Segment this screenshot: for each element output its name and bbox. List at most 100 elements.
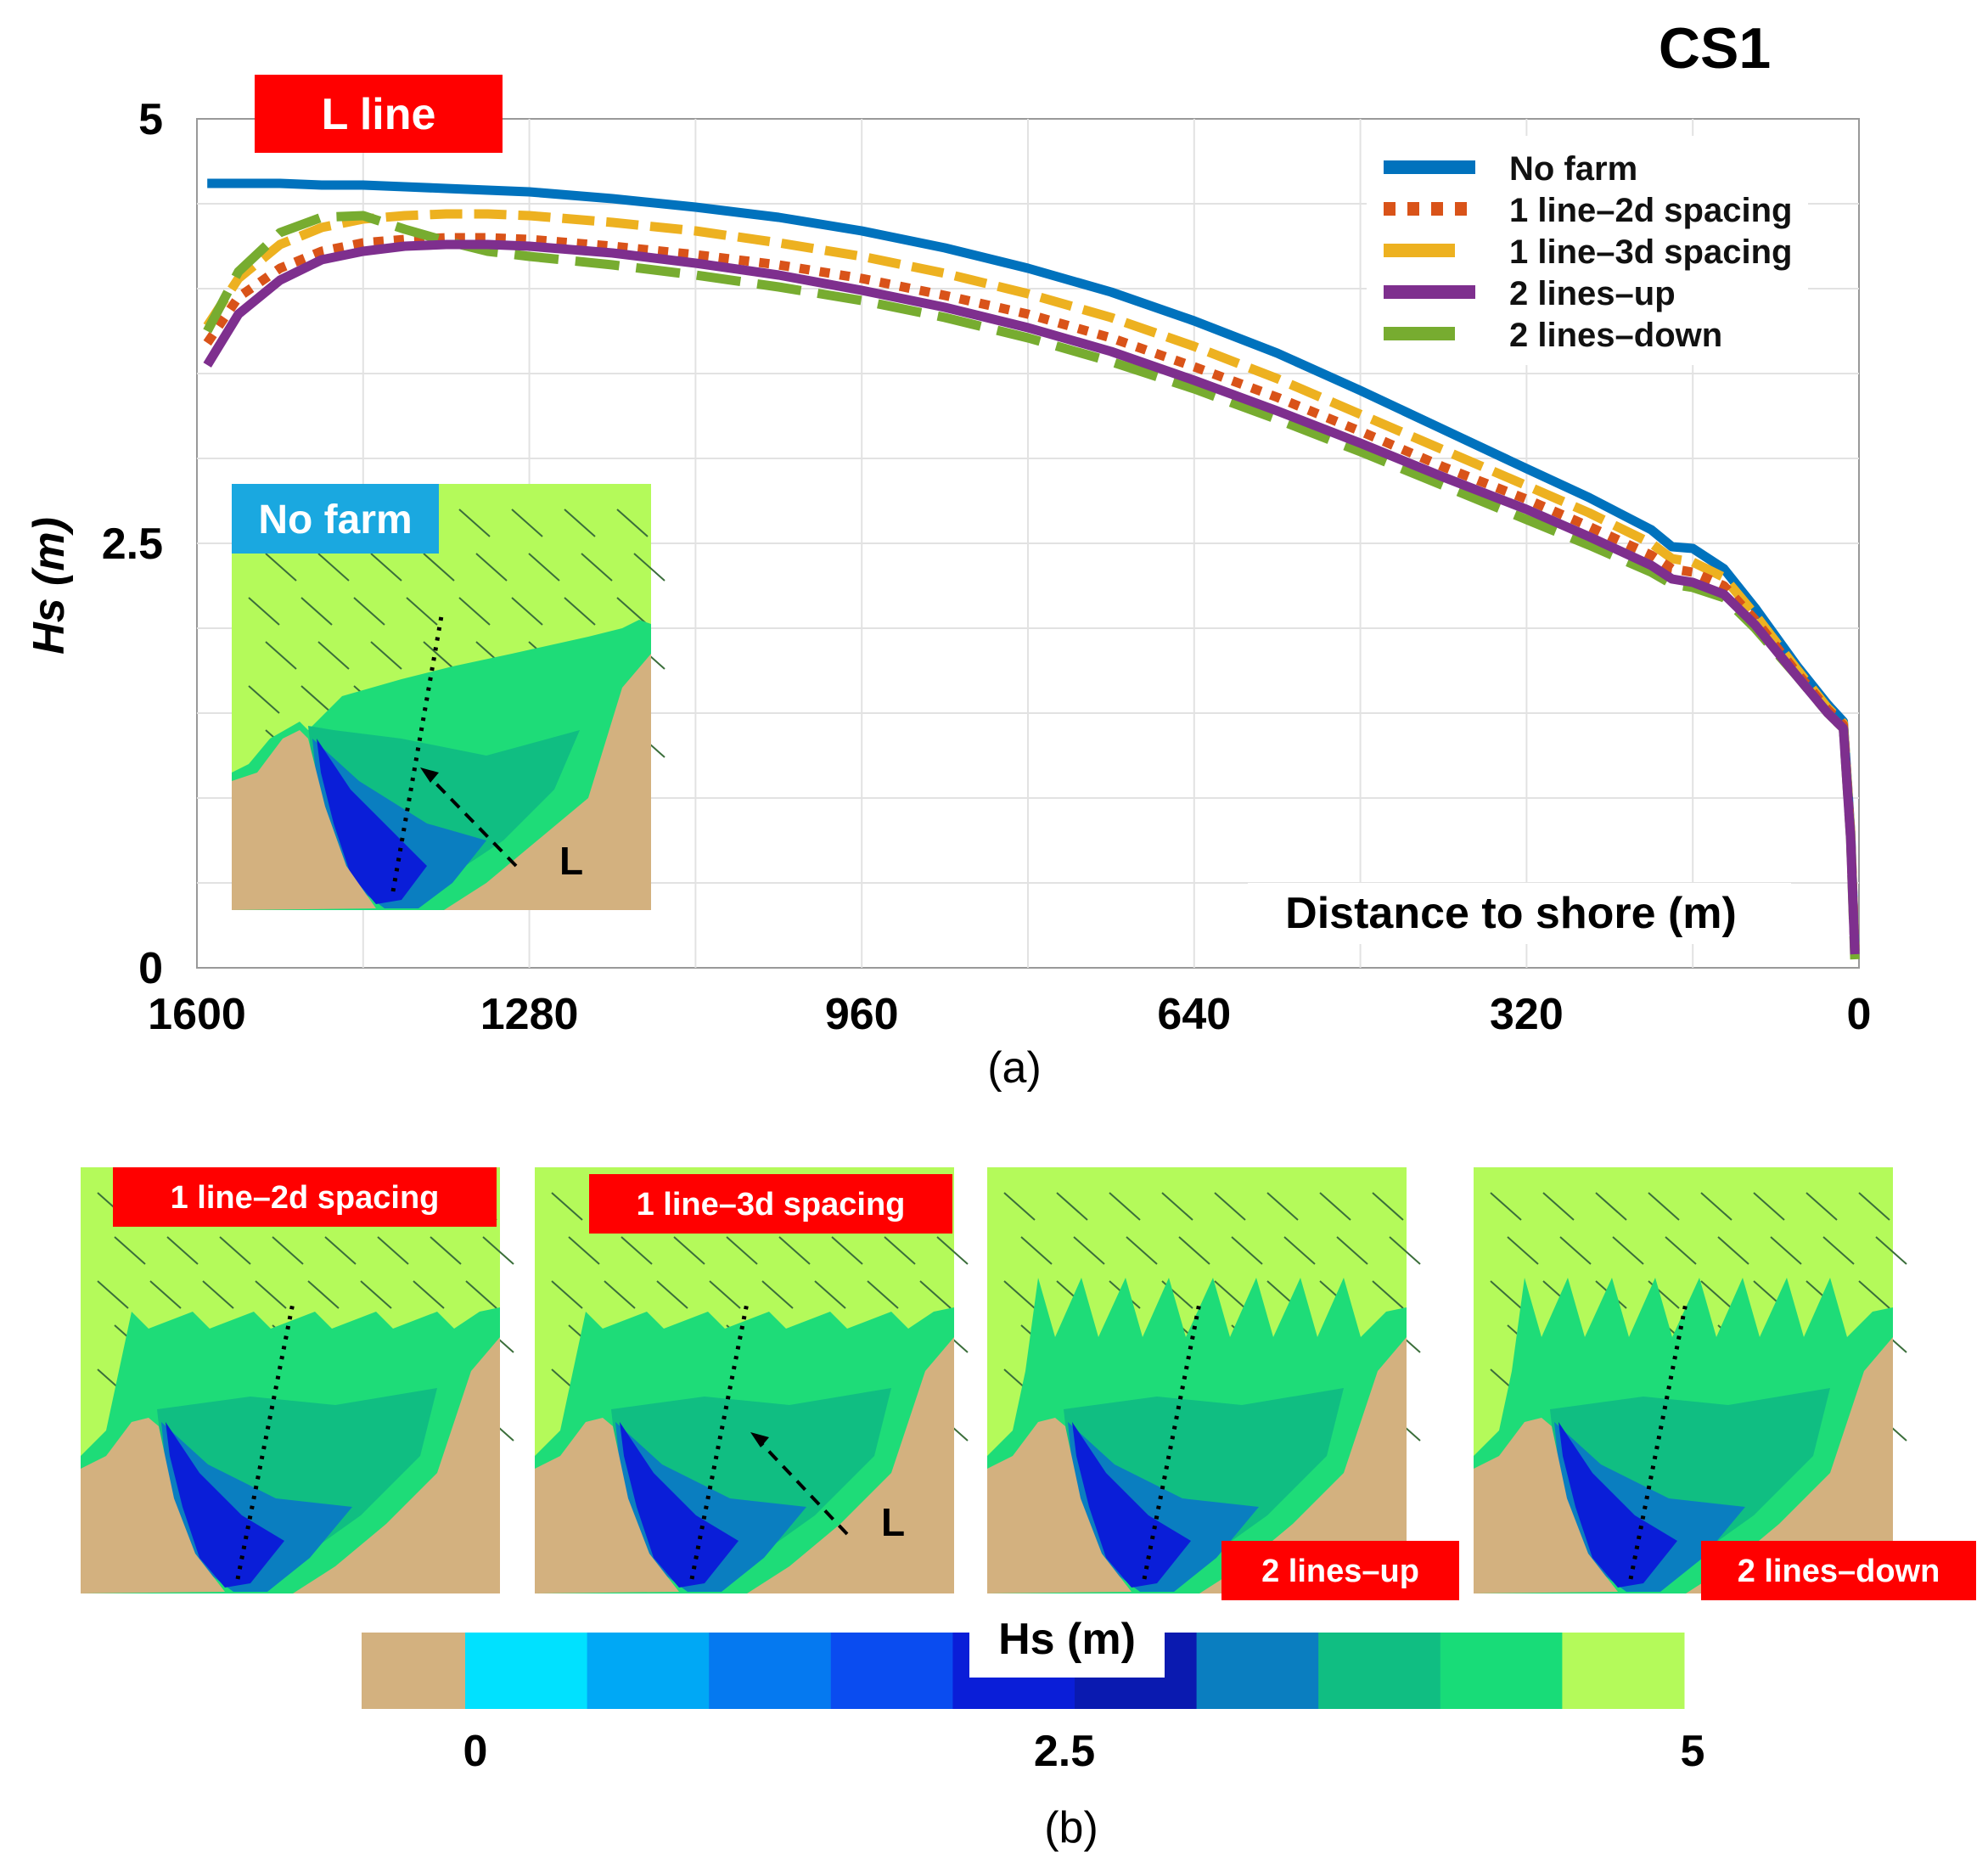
inset-l-label: L <box>559 839 583 883</box>
series-line-3 <box>203 239 1860 955</box>
wave-arrow <box>300 685 333 714</box>
map-label-bg <box>1701 1541 1976 1600</box>
map-land-left <box>535 1418 679 1593</box>
wave-arrow <box>475 553 508 582</box>
wave-arrow <box>317 553 350 582</box>
wave-arrow <box>1003 1280 1036 1309</box>
wave-arrow <box>1178 1236 1210 1265</box>
wave-arrow <box>430 1236 462 1265</box>
map-label: 1 line–2d spacing <box>171 1180 440 1216</box>
wave-arrow <box>255 1280 287 1309</box>
colorbar-segment-0 <box>465 1633 588 1709</box>
x-tick-label: 960 <box>825 990 899 1039</box>
colorbar-tick-0: 0 <box>463 1727 488 1776</box>
wave-arrow <box>564 597 596 626</box>
map-direction-arrow <box>755 1437 849 1536</box>
x-tick-label: 1600 <box>148 990 246 1039</box>
legend-label: 1 line–3d spacing <box>1509 233 1792 271</box>
wave-arrow <box>528 553 560 582</box>
wave-arrow <box>377 1236 409 1265</box>
wave-arrow <box>604 1280 636 1309</box>
legend-label: No farm <box>1509 150 1637 188</box>
colorbar-segment-1 <box>587 1633 710 1709</box>
wave-arrow <box>1490 1280 1522 1309</box>
map-label-bg <box>589 1174 952 1234</box>
panel-a-label: (a) <box>987 1043 1042 1093</box>
wave-arrow <box>511 509 543 537</box>
wave-arrow <box>458 509 491 537</box>
y-tick-label: 5 <box>138 95 163 144</box>
inset-map-no-farm: L No farm <box>232 484 665 910</box>
wave-arrow <box>423 641 455 670</box>
inset-bay-deepest <box>317 739 427 904</box>
wave-arrow <box>317 641 350 670</box>
map-zone-deepest <box>1558 1422 1677 1588</box>
wave-arrow <box>1507 1236 1539 1265</box>
colorbar-title: Hs (m) <box>998 1615 1136 1664</box>
wave-arrow <box>709 1280 741 1309</box>
colorbar-segment-7 <box>1318 1633 1441 1709</box>
map-land-left <box>1474 1418 1618 1593</box>
wave-arrow <box>936 1236 969 1265</box>
x-tick-labels: 1600 1280 960 640 320 0 <box>148 990 1871 1039</box>
wave-arrow <box>621 1236 653 1265</box>
wave-arrow <box>568 1236 600 1265</box>
wave-arrow <box>1372 1280 1404 1309</box>
map-land-right <box>293 1337 500 1593</box>
wave-arrow <box>1822 1236 1855 1265</box>
series-line-2 <box>203 209 1860 952</box>
wave-arrow <box>1073 1236 1105 1265</box>
wave-arrow <box>1126 1236 1158 1265</box>
wave-arrow <box>1372 1192 1404 1221</box>
colorbar-title-bg <box>969 1605 1165 1678</box>
legend-label: 1 line–2d spacing <box>1509 192 1792 229</box>
y-tick-label: 0 <box>138 944 163 993</box>
colorbar-segment-8 <box>1440 1633 1563 1709</box>
wave-arrow <box>616 509 649 537</box>
wave-arrow <box>1231 1236 1263 1265</box>
wave-arrow <box>97 1280 129 1309</box>
wave-arrow <box>265 641 297 670</box>
wave-arrow <box>673 1236 705 1265</box>
wave-arrow <box>202 1280 234 1309</box>
wave-arrow <box>551 1280 583 1309</box>
inset-direction-arrow <box>425 773 518 868</box>
wave-arrow <box>1214 1192 1246 1221</box>
y-axis-label-text: Hs (m) <box>25 517 74 655</box>
wave-arrow <box>656 1280 688 1309</box>
colorbar-tick-2-5: 2.5 <box>1034 1727 1095 1776</box>
legend-label: 2 lines–down <box>1509 317 1722 354</box>
x-tick-label: 320 <box>1490 990 1564 1039</box>
map-panel-2: 2 lines–up <box>987 1167 1459 1600</box>
wave-arrow <box>149 1280 182 1309</box>
x-tick-label: 0 <box>1847 990 1872 1039</box>
legend-label: 2 lines–up <box>1509 275 1676 312</box>
series-layer <box>203 178 1860 960</box>
wave-arrow <box>726 1236 758 1265</box>
map-zone-deepest <box>166 1422 284 1588</box>
x-tick-label: 640 <box>1157 990 1231 1039</box>
wave-arrow <box>1542 1192 1575 1221</box>
y-tick-labels: 02.55 <box>102 95 163 993</box>
wave-arrow <box>265 553 297 582</box>
map-panel-0: 1 line–2d spacing <box>81 1167 514 1593</box>
map-land-right <box>747 1337 954 1593</box>
colorbar-segment-9 <box>1562 1633 1685 1709</box>
wave-arrow <box>465 1280 497 1309</box>
wave-arrow <box>919 1280 952 1309</box>
wave-arrow <box>581 553 613 582</box>
map-l-transect <box>1142 1302 1202 1580</box>
wave-arrow <box>616 597 649 626</box>
wave-arrow <box>1319 1192 1351 1221</box>
map-label: 2 lines–down <box>1738 1554 1940 1589</box>
wave-arrow <box>1020 1236 1053 1265</box>
inset-land-left <box>232 730 376 910</box>
inset-label: No farm <box>258 497 412 542</box>
wave-arrow <box>1717 1236 1749 1265</box>
wave-arrow <box>778 1236 811 1265</box>
x-axis-label: Distance to shore (m) <box>1285 889 1737 938</box>
wave-arrow <box>1559 1236 1592 1265</box>
wave-arrow <box>1266 1192 1299 1221</box>
wave-arrow <box>867 1280 899 1309</box>
